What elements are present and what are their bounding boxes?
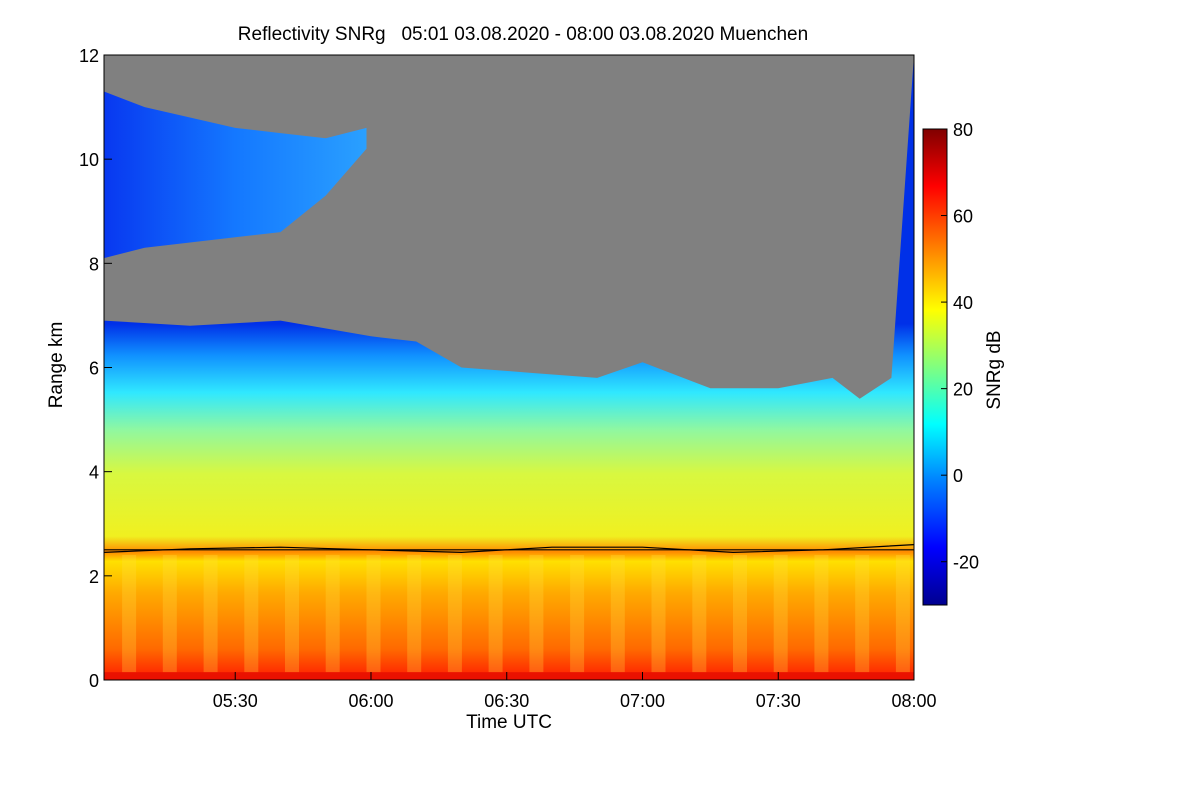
signal-streak — [447, 555, 462, 673]
x-tick-label: 07:30 — [756, 691, 801, 711]
y-axis: 0 2 4 6 8 10 12 — [79, 46, 112, 691]
y-tick-label: 8 — [89, 254, 99, 274]
colorbar-tick-label: 60 — [953, 207, 973, 227]
signal-streak — [570, 555, 585, 673]
signal-streak — [325, 555, 340, 673]
signal-streak — [162, 555, 177, 673]
x-tick-label: 05:30 — [213, 691, 258, 711]
x-axis: 05:30 06:00 06:30 07:00 07:30 08:00 — [213, 672, 937, 711]
signal-streak — [122, 555, 137, 673]
y-tick-label: 6 — [89, 359, 99, 379]
signal-streak — [692, 555, 707, 673]
signal-streak — [244, 555, 259, 673]
x-axis-label: Time UTC — [466, 712, 552, 733]
colorbar-tick-label: -20 — [953, 553, 979, 573]
plot-area — [104, 55, 914, 680]
signal-streak — [855, 555, 870, 673]
colorbar-tick-label: 80 — [953, 120, 973, 140]
signal-streak — [488, 555, 503, 673]
x-tick-label: 07:00 — [620, 691, 665, 711]
signal-streak — [407, 555, 422, 673]
signal-streak — [610, 555, 625, 673]
colorbar-tick-label: 0 — [953, 466, 963, 486]
colorbar-ticks: -20 0 20 40 60 80 — [941, 120, 979, 573]
y-axis-label: Range km — [46, 322, 67, 409]
colorbar: -20 0 20 40 60 80 SNRg dB — [922, 120, 1005, 606]
x-tick-label: 08:00 — [891, 691, 936, 711]
signal-streak — [529, 555, 544, 673]
colorbar-label: SNRg dB — [984, 330, 1005, 409]
signal-streak — [203, 555, 218, 673]
colorbar-tick-label: 20 — [953, 380, 973, 400]
y-tick-label: 0 — [89, 671, 99, 691]
y-tick-label: 10 — [79, 150, 99, 170]
colorbar-gradient — [922, 128, 948, 606]
x-tick-label: 06:00 — [348, 691, 393, 711]
signal-streak — [733, 555, 747, 673]
y-tick-label: 4 — [89, 463, 99, 483]
mixed-layer-height-line — [104, 544, 914, 554]
colorbar-tick-label: 40 — [953, 293, 973, 313]
x-tick-label: 06:30 — [484, 691, 529, 711]
y-tick-label: 2 — [89, 567, 99, 587]
signal-streak — [366, 555, 381, 673]
near-surface-signal — [104, 672, 914, 680]
chart-title: Reflectivity SNRg 05:01 03.08.2020 - 08:… — [238, 24, 808, 45]
y-tick-label: 12 — [79, 46, 99, 66]
signal-streak — [773, 555, 788, 673]
boundary-layer-signal — [104, 55, 914, 680]
signal-streak — [285, 555, 299, 673]
signal-streak — [895, 555, 910, 673]
upper-cloud-signal — [104, 91, 367, 259]
signal-streak — [651, 555, 666, 673]
signal-streak — [814, 555, 829, 673]
signal-texture — [104, 555, 914, 680]
